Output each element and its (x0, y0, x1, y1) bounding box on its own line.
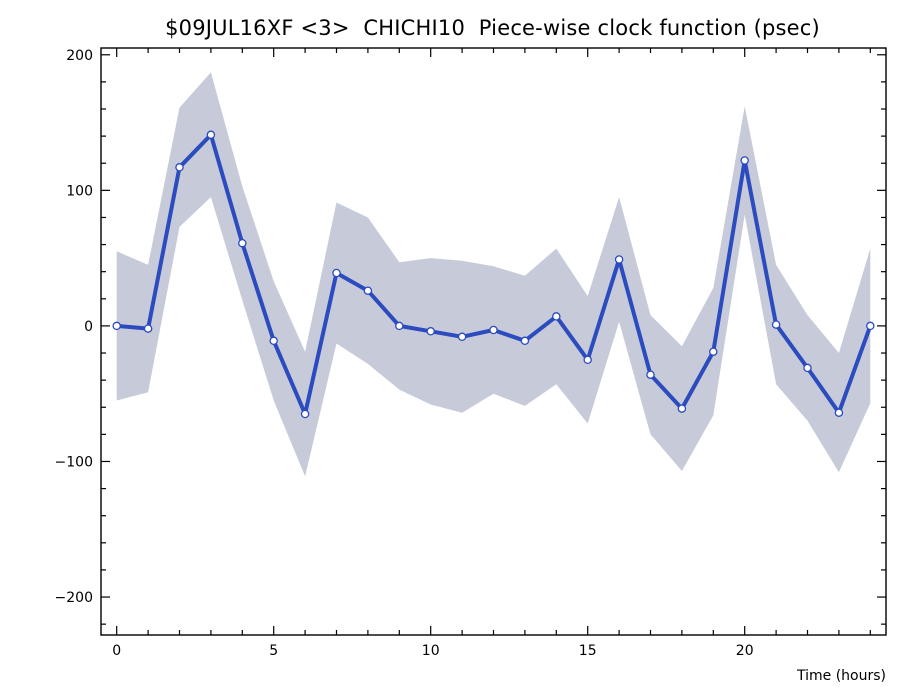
confidence-band-layer (116, 72, 871, 477)
data-point (646, 370, 655, 379)
data-point (426, 327, 435, 336)
data-point (457, 332, 467, 342)
data-point (332, 268, 341, 278)
data-point (614, 255, 624, 264)
data-point (740, 156, 749, 165)
x-axis-title: Time (hours) (796, 668, 886, 684)
confidence-band (116, 72, 871, 477)
data-point (552, 312, 561, 321)
x-tick-label: 5 (269, 643, 278, 659)
data-point (395, 321, 404, 331)
data-point (238, 238, 247, 248)
data-point (143, 324, 153, 333)
data-point (269, 336, 278, 346)
chart-title: $09JUL16XF <3> CHICHI10 Piece-wise clock… (165, 16, 820, 40)
data-point (583, 355, 592, 365)
data-point (709, 347, 718, 356)
data-point (803, 363, 812, 373)
x-tick-label: 10 (422, 643, 440, 659)
data-point (175, 163, 184, 172)
x-tick-label: 0 (112, 643, 121, 659)
data-point (677, 404, 687, 413)
x-tick-label: 15 (579, 643, 597, 659)
data-point (866, 321, 875, 331)
y-tick-label: −100 (55, 454, 93, 470)
data-point (771, 320, 781, 329)
data-point (520, 336, 530, 346)
data-point-layer (112, 130, 875, 419)
data-point (300, 409, 310, 419)
data-point (363, 286, 373, 295)
data-point (112, 321, 121, 331)
y-tick-label: −200 (55, 590, 93, 606)
x-tick-label: 20 (736, 643, 754, 659)
axes-layer: 0 5 10 15 20 200 100 0 −100 −200 (55, 47, 887, 659)
data-point (489, 325, 498, 335)
data-point (206, 130, 216, 140)
y-tick-label: 200 (66, 48, 93, 64)
y-tick-label: 0 (84, 319, 93, 335)
data-point (834, 408, 844, 417)
y-tick-label: 100 (66, 183, 93, 199)
